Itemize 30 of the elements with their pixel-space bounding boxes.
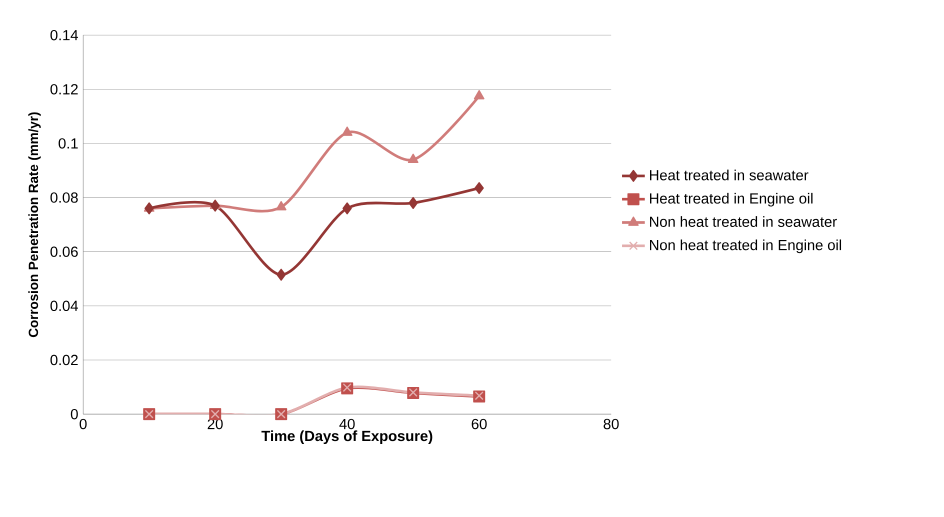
point [276, 268, 286, 281]
y-tick-label: 0.04 [50, 300, 78, 312]
x-tick-label: 0 [80, 418, 87, 430]
y-tick-label: 0 [70, 408, 78, 420]
point [408, 196, 418, 209]
point [474, 90, 484, 100]
point [210, 200, 220, 212]
y-tick-label: 0.08 [50, 192, 78, 203]
y-axis-title: Corrosion Penetration Rate (mm/yr) [28, 112, 41, 338]
point [342, 202, 352, 214]
point [276, 201, 286, 210]
point [474, 391, 484, 400]
y-tick-label: 0.1 [58, 138, 78, 149]
x-tick-label: 60 [472, 418, 487, 430]
legend-label: Non heat treated in seawater [650, 216, 837, 227]
x-axis-title: Time (Days of Exposure) [261, 430, 432, 444]
y-tick-label: 0.06 [50, 246, 78, 257]
y-tick-label: 0.12 [50, 84, 78, 94]
y-tick-label: 0.14 [50, 30, 78, 40]
legend-label: Non heat treated in Engine oil [650, 239, 842, 254]
point [144, 202, 154, 214]
x-tick-label: 40 [339, 418, 355, 430]
point [408, 154, 418, 163]
point [474, 182, 484, 194]
y-tick-label: 0.02 [50, 354, 78, 366]
point [408, 388, 418, 397]
point [342, 126, 352, 136]
legend-label: Heat treated in seawater [650, 170, 808, 180]
x-tick-label: 80 [604, 418, 619, 430]
legend-label: Heat treated in Engine oil [650, 192, 812, 207]
